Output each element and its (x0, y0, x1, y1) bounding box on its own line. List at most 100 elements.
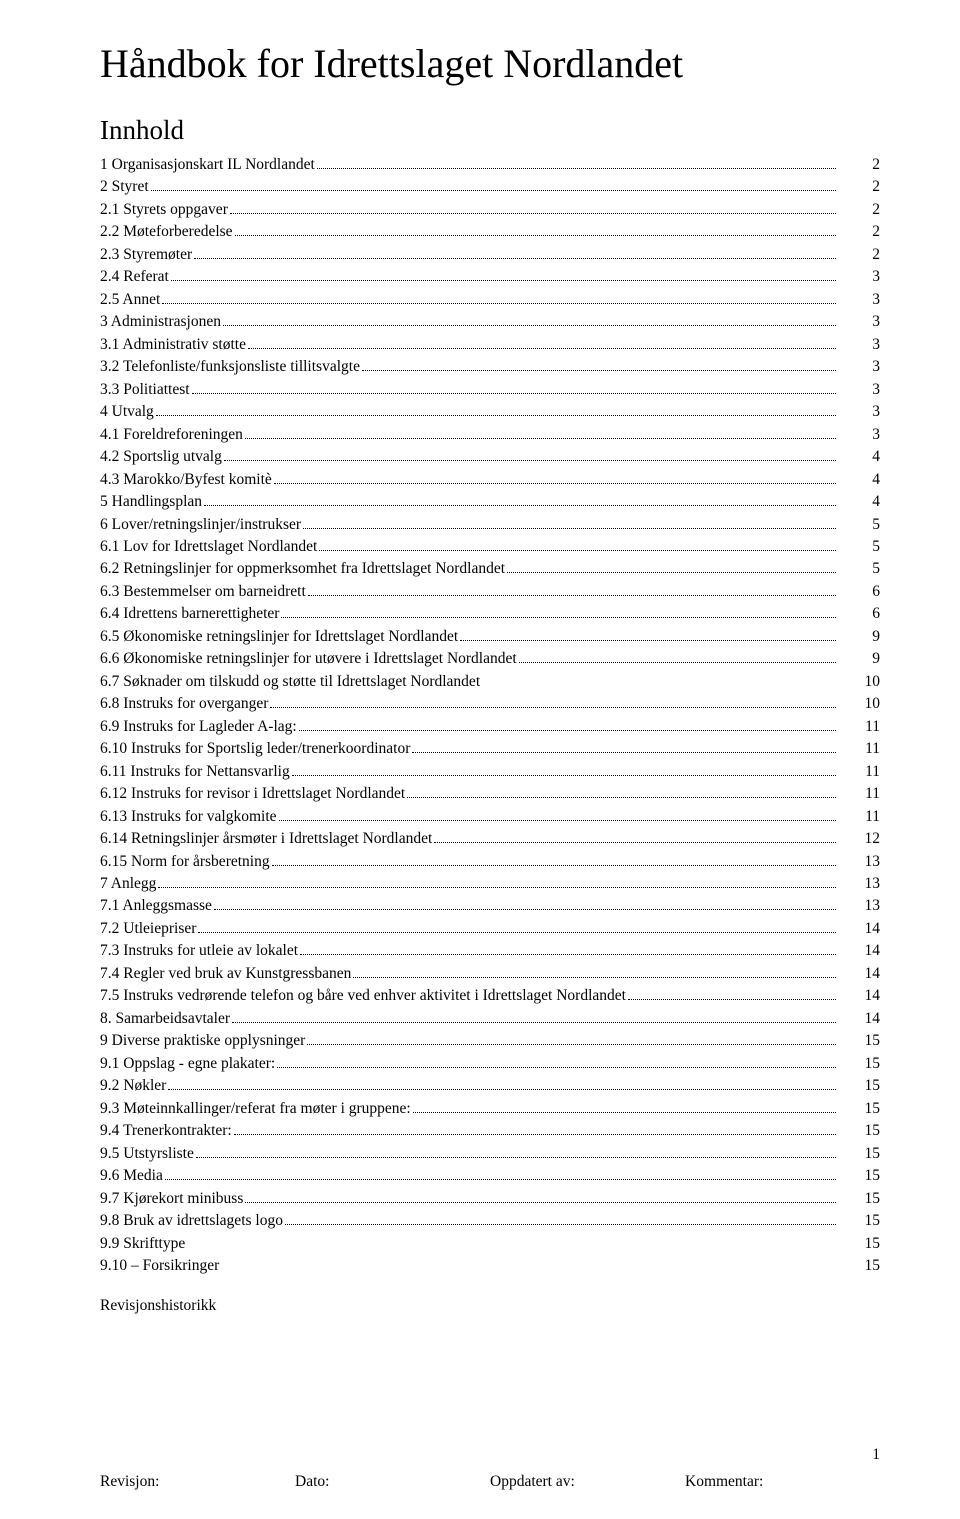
toc-entry: 2.1 Styrets oppgaver2 (100, 199, 880, 221)
toc-entry-page: 4 (840, 469, 880, 491)
table-of-contents: 1 Organisasjonskart IL Nordlandet22 Styr… (100, 154, 880, 1277)
toc-entry-label: 6.9 Instruks for Lagleder A-lag: (100, 716, 297, 738)
footer-updatedby-label: Oppdatert av: (490, 1473, 685, 1491)
toc-entry-page: 13 (840, 873, 880, 895)
toc-entry: 7 Anlegg13 (100, 873, 880, 895)
toc-leader-dots (628, 999, 836, 1000)
toc-entry-page: 3 (840, 379, 880, 401)
toc-entry-label: 6.3 Bestemmelser om barneidrett (100, 581, 306, 603)
toc-entry-page: 6 (840, 603, 880, 625)
toc-entry-page: 11 (840, 738, 880, 760)
toc-entry: 2.4 Referat3 (100, 266, 880, 288)
toc-entry-page: 11 (840, 761, 880, 783)
toc-leader-dots (413, 1112, 836, 1113)
toc-leader-dots (156, 415, 836, 416)
toc-entry-label: 9.3 Møteinnkallinger/referat fra møter i… (100, 1098, 411, 1120)
toc-entry: 6.15 Norm for årsberetning13 (100, 851, 880, 873)
toc-entry-label: 7.1 Anleggsmasse (100, 895, 212, 917)
toc-leader-dots (196, 1157, 836, 1158)
toc-entry: 3.2 Telefonliste/funksjonsliste tillitsv… (100, 356, 880, 378)
toc-leader-dots (300, 954, 836, 955)
toc-entry: 6 Lover/retningslinjer/instrukser5 (100, 514, 880, 536)
toc-leader-dots (274, 483, 836, 484)
toc-leader-dots (277, 1067, 836, 1068)
toc-entry: 7.4 Regler ved bruk av Kunstgressbanen14 (100, 963, 880, 985)
toc-entry-page: 15 (840, 1053, 880, 1075)
toc-entry: 9 Diverse praktiske opplysninger15 (100, 1030, 880, 1052)
toc-entry-page: 3 (840, 424, 880, 446)
toc-entry: 6.7 Søknader om tilskudd og støtte til I… (100, 671, 880, 693)
toc-entry: 6.10 Instruks for Sportslig leder/trener… (100, 738, 880, 760)
toc-leader-dots (307, 1044, 836, 1045)
toc-entry-label: 4.3 Marokko/Byfest komitè (100, 469, 272, 491)
toc-entry: 6.12 Instruks for revisor i Idrettslaget… (100, 783, 880, 805)
toc-entry-label: 9.10 – Forsikringer (100, 1255, 219, 1277)
toc-entry-label: 3.3 Politiattest (100, 379, 190, 401)
toc-entry-label: 8. Samarbeidsavtaler (100, 1008, 230, 1030)
toc-leader-dots (507, 572, 836, 573)
toc-entry-label: 5 Handlingsplan (100, 491, 202, 513)
toc-entry-page: 15 (840, 1030, 880, 1052)
toc-entry-page: 3 (840, 401, 880, 423)
toc-entry-label: 4.1 Foreldreforeningen (100, 424, 243, 446)
toc-entry-page: 14 (840, 1008, 880, 1030)
toc-entry: 9.3 Møteinnkallinger/referat fra møter i… (100, 1098, 880, 1120)
toc-entry-page: 15 (840, 1210, 880, 1232)
toc-entry: 7.2 Utleiepriser14 (100, 918, 880, 940)
toc-leader-dots (235, 235, 836, 236)
toc-entry-page: 15 (840, 1120, 880, 1142)
toc-leader-dots (434, 842, 836, 843)
toc-leader-dots (232, 1022, 836, 1023)
toc-entry-page: 3 (840, 289, 880, 311)
toc-entry: 9.4 Trenerkontrakter: 15 (100, 1120, 880, 1142)
toc-entry-label: 2.2 Møteforberedelse (100, 221, 233, 243)
toc-entry-page: 3 (840, 356, 880, 378)
toc-entry-label: 9.4 Trenerkontrakter: (100, 1120, 232, 1142)
page-number: 1 (872, 1446, 880, 1464)
toc-entry: 7.3 Instruks for utleie av lokalet14 (100, 940, 880, 962)
toc-entry-page: 15 (840, 1165, 880, 1187)
toc-entry-label: 9.6 Media (100, 1165, 163, 1187)
toc-entry: 3.3 Politiattest 3 (100, 379, 880, 401)
toc-entry: 2.2 Møteforberedelse2 (100, 221, 880, 243)
toc-entry-label: 6 Lover/retningslinjer/instrukser (100, 514, 301, 536)
toc-entry-label: 6.10 Instruks for Sportslig leder/trener… (100, 738, 410, 760)
toc-leader-dots (165, 1179, 836, 1180)
toc-entry: 6.2 Retningslinjer for oppmerksomhet fra… (100, 558, 880, 580)
toc-leader-dots (214, 909, 836, 910)
toc-entry-page: 13 (840, 851, 880, 873)
toc-entry-page: 3 (840, 334, 880, 356)
toc-entry-page: 5 (840, 536, 880, 558)
toc-entry-label: 1 Organisasjonskart IL Nordlandet (100, 154, 315, 176)
footer-comment-label: Kommentar: (685, 1473, 880, 1491)
toc-entry-page: 2 (840, 176, 880, 198)
toc-entry: 7.1 Anleggsmasse13 (100, 895, 880, 917)
toc-entry: 6.14 Retningslinjer årsmøter i Idrettsla… (100, 828, 880, 850)
toc-entry: 5 Handlingsplan4 (100, 491, 880, 513)
revision-history-heading: Revisjonshistorikk (100, 1297, 880, 1315)
toc-entry-label: 3.1 Administrativ støtte (100, 334, 246, 356)
toc-entry-label: 9.7 Kjørekort minibuss (100, 1188, 243, 1210)
toc-leader-dots (281, 617, 836, 618)
toc-leader-dots (223, 325, 836, 326)
toc-entry: 7.5 Instruks vedrørende telefon og båre … (100, 985, 880, 1007)
toc-entry-label: 6.4 Idrettens barnerettigheter (100, 603, 279, 625)
toc-entry: 4.2 Sportslig utvalg4 (100, 446, 880, 468)
toc-leader-dots (171, 280, 836, 281)
toc-entry: 9.8 Bruk av idrettslagets logo15 (100, 1210, 880, 1232)
toc-entry: 6.13 Instruks for valgkomite11 (100, 806, 880, 828)
toc-entry-label: 6.2 Retningslinjer for oppmerksomhet fra… (100, 558, 505, 580)
toc-entry-label: 6.13 Instruks for valgkomite (100, 806, 277, 828)
toc-leader-dots (168, 1089, 836, 1090)
toc-entry-label: 6.11 Instruks for Nettansvarlig (100, 761, 290, 783)
toc-leader-dots (299, 730, 836, 731)
toc-entry-page: 10 (840, 671, 880, 693)
toc-leader-dots (248, 348, 836, 349)
toc-entry: 9.10 – Forsikringer15 (100, 1255, 880, 1277)
document-page: Håndbok for Idrettslaget Nordlandet Innh… (0, 0, 960, 1519)
toc-entry: 6.11 Instruks for Nettansvarlig 11 (100, 761, 880, 783)
toc-entry: 2.5 Annet3 (100, 289, 880, 311)
toc-entry-label: 3.2 Telefonliste/funksjonsliste tillitsv… (100, 356, 360, 378)
footer-revision-label: Revisjon: (100, 1473, 295, 1491)
toc-leader-dots (279, 820, 836, 821)
